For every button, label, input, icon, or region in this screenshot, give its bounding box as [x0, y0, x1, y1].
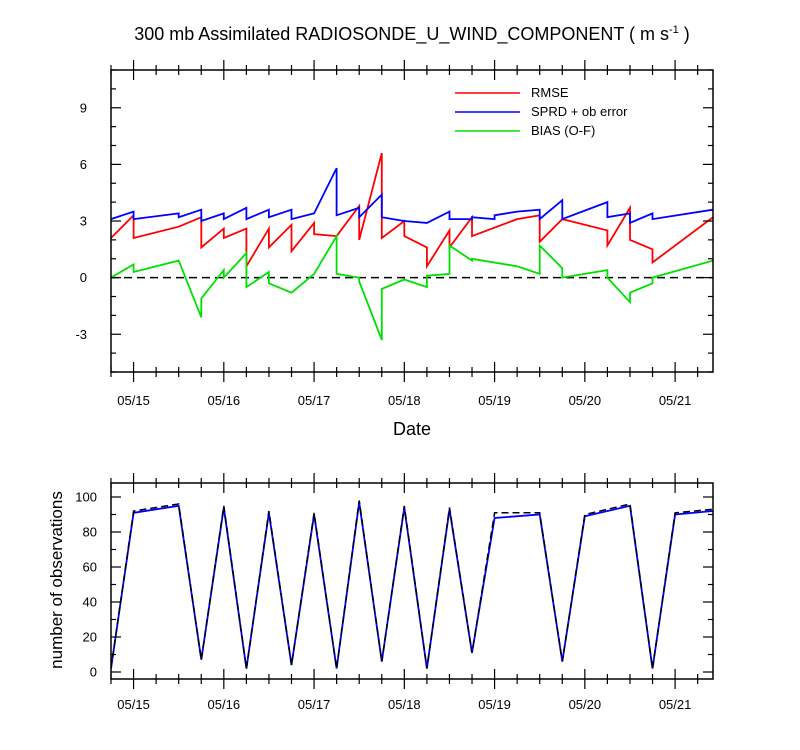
legend-label-rmse: RMSE: [531, 85, 569, 100]
bottom-series-obs-possible: [111, 500, 713, 669]
top-series-bias-o-f: [111, 232, 713, 341]
bottom-x-tick-label: 05/20: [569, 697, 602, 712]
top-y-tick-label: 6: [80, 157, 87, 172]
top-y-tick-label: 0: [80, 270, 87, 285]
bottom-x-tick-label: 05/18: [388, 697, 421, 712]
top-series-sprd-ob-error: [111, 167, 713, 225]
top-x-tick-label: 05/15: [117, 393, 150, 408]
bottom-x-tick-label: 05/19: [478, 697, 511, 712]
bottom-x-tick-label: 05/21: [659, 697, 692, 712]
x-axis-label: Date: [393, 419, 431, 439]
bottom-x-tick-label: 05/15: [117, 697, 150, 712]
top-x-tick-label: 05/17: [298, 393, 331, 408]
top-y-tick-label: 3: [80, 214, 87, 229]
bottom-y-tick-label: 80: [83, 525, 97, 540]
bottom-x-tick-label: 05/17: [298, 697, 331, 712]
legend: RMSE SPRD + ob error BIAS (O-F): [455, 85, 628, 138]
bottom-plot-frame: [110, 482, 714, 680]
legend-label-sprd: SPRD + ob error: [531, 104, 628, 119]
bottom-y-tick-label: 20: [83, 630, 97, 645]
top-x-tick-label: 05/19: [478, 393, 511, 408]
top-x-tick-label: 05/21: [659, 393, 692, 408]
top-x-tick-label: 05/18: [388, 393, 421, 408]
top-x-tick-label: 05/20: [569, 393, 602, 408]
top-y-tick-label: 9: [80, 100, 87, 115]
chart-title: 300 mb Assimilated RADIOSONDE_U_WIND_COM…: [134, 24, 690, 45]
bottom-y-tick-label: 0: [90, 665, 97, 680]
bottom-x-tick-label: 05/16: [208, 697, 241, 712]
top-x-tick-label: 05/16: [208, 393, 241, 408]
y-axis-label-observations: number of observations: [47, 491, 66, 669]
legend-label-bias: BIAS (O-F): [531, 123, 595, 138]
bottom-series-obs-used: [111, 502, 713, 669]
bottom-y-tick-label: 40: [83, 595, 97, 610]
bottom-y-tick-label: 100: [75, 490, 97, 505]
bottom-y-tick-label: 60: [83, 560, 97, 575]
top-y-tick-label: -3: [75, 327, 87, 342]
